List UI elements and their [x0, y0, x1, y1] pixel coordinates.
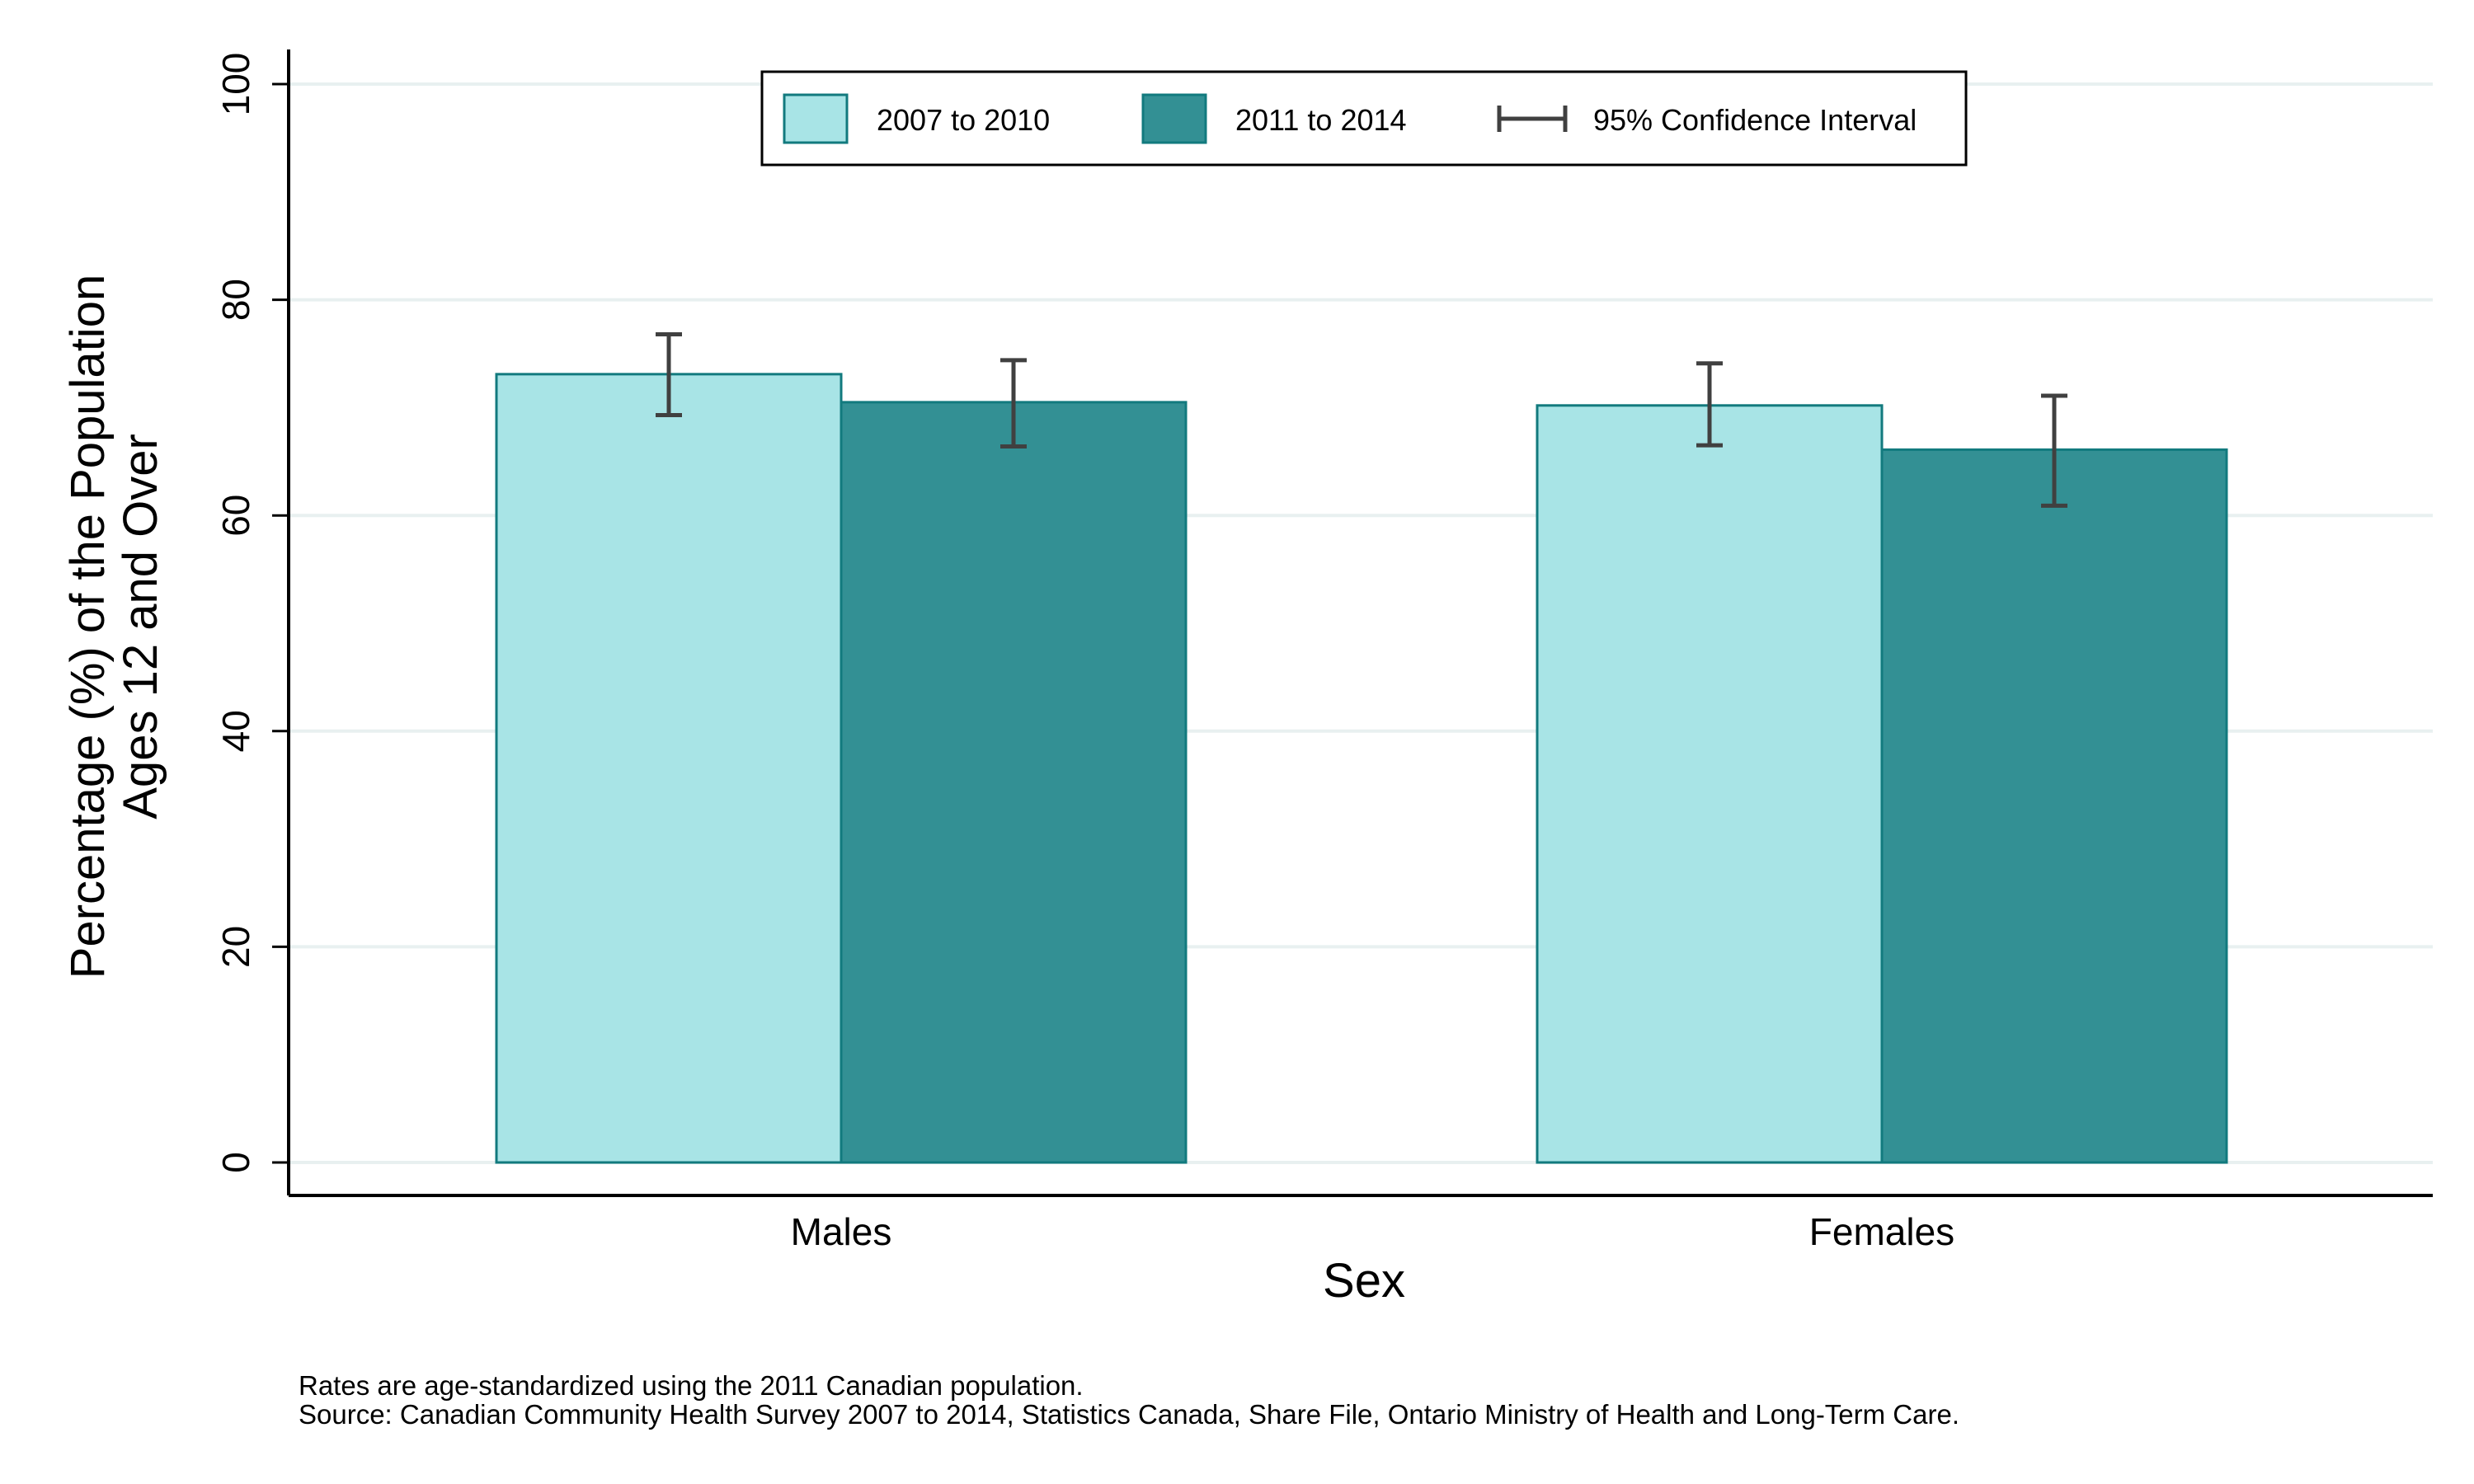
y-tick-label-0: 0 — [214, 1152, 257, 1173]
footnote-source: Source: Canadian Community Health Survey… — [299, 1399, 1959, 1430]
x-category-label-males: Males — [791, 1210, 892, 1253]
x-category-labels: Males Females — [791, 1210, 1955, 1253]
error-bar-males-2007-to-2010 — [656, 331, 682, 418]
confidence-intervals — [656, 331, 2067, 508]
legend-box — [760, 70, 1968, 167]
bar-males-2007-to-2010 — [495, 373, 843, 1164]
y-tick-label-80: 80 — [214, 279, 257, 321]
confidence-interval-icon — [1497, 106, 1568, 132]
y-tick-label-100: 100 — [214, 53, 257, 116]
legend-label-confidence-interval: 95% Confidence Interval — [1593, 103, 1917, 137]
y-tick-label-20: 20 — [214, 926, 257, 968]
axes — [287, 49, 2433, 1197]
y-axis-title-line-1: Percentage (%) of the Population — [61, 275, 115, 979]
x-axis-title: Sex — [1323, 1254, 1405, 1308]
bar-females-2007-to-2010 — [1536, 404, 1884, 1164]
bar-males-2011-to-2014 — [840, 401, 1188, 1164]
error-bar-males-2011-to-2014 — [1000, 358, 1027, 448]
bars — [495, 373, 2228, 1164]
y-tick-label-60: 60 — [214, 495, 257, 537]
legend-swatch-2011-to-2014 — [1141, 93, 1207, 144]
error-bar-females-2011-to-2014 — [2041, 393, 2067, 508]
y-axis-title-line-2: Ages 12 and Over — [114, 434, 167, 819]
error-bar-females-2007-to-2010 — [1696, 361, 1723, 448]
y-tick-labels: 0 20 40 60 80 100 — [214, 53, 289, 1173]
footnote-age-standardized: Rates are age-standardized using the 201… — [299, 1370, 1084, 1401]
y-tick-label-40: 40 — [214, 710, 257, 752]
legend-label-2011-to-2014: 2011 to 2014 — [1235, 103, 1407, 137]
legend-swatch-2007-to-2010 — [783, 93, 849, 144]
legend: 2007 to 2010 2011 to 2014 95% Confidence… — [760, 70, 1968, 167]
bar-females-2011-to-2014 — [1880, 448, 2228, 1164]
legend-label-2007-to-2010: 2007 to 2010 — [877, 103, 1050, 137]
x-category-label-females: Females — [1809, 1210, 1954, 1253]
